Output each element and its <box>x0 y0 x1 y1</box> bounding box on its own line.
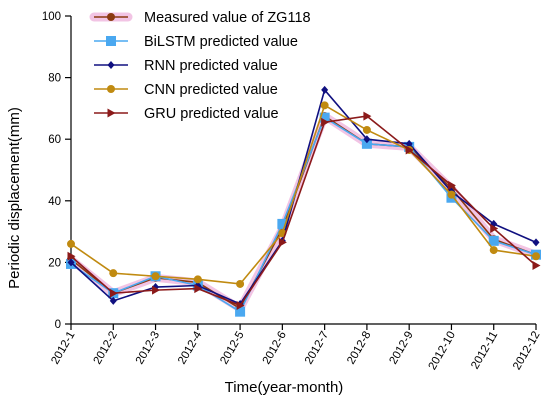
legend-item-5: GRU predicted value <box>94 106 279 122</box>
legend-item-1: Measured value of ZG118 <box>89 10 311 26</box>
legend-label: BiLSTM predicted value <box>144 34 298 50</box>
data-point <box>194 284 203 294</box>
data-point <box>447 180 456 190</box>
y-axis-ticks: 0 20 40 60 80 100 <box>42 11 71 331</box>
x-tick-label: 2012-6 <box>261 330 289 367</box>
legend: Measured value of ZG118 BiLSTM predicted … <box>89 10 311 122</box>
data-point <box>405 139 413 148</box>
x-tick-label: 2012-10 <box>427 330 459 373</box>
y-axis-title: Periodic displacement(mm) <box>6 107 23 289</box>
x-axis-ticks: 2012-1 2012-2 2012-3 2012-4 2012-5 2012-6 2012… <box>49 324 543 373</box>
legend-item-4: CNN predicted value <box>94 82 278 98</box>
legend-marker <box>107 108 116 118</box>
x-tick-label: 2012-5 <box>218 330 246 367</box>
y-tick-label: 20 <box>48 257 61 269</box>
data-point <box>321 85 329 94</box>
data-point <box>532 238 540 247</box>
series-5 <box>67 111 541 311</box>
x-tick-label: 2012-8 <box>345 330 373 367</box>
data-point <box>319 112 330 123</box>
legend-item-2: BiLSTM predicted value <box>94 34 298 50</box>
data-point <box>109 269 118 278</box>
data-point <box>109 296 117 305</box>
x-tick-label: 2012-11 <box>469 330 500 372</box>
series-4 <box>67 101 540 288</box>
data-point <box>447 190 456 199</box>
y-tick-label: 100 <box>42 11 61 23</box>
legend-marker <box>107 13 115 21</box>
data-point <box>532 260 541 270</box>
data-point <box>67 239 75 248</box>
legend-label: GRU predicted value <box>144 106 279 122</box>
y-tick-label: 60 <box>48 134 61 146</box>
data-point <box>109 288 118 298</box>
data-point <box>235 306 246 317</box>
data-point <box>362 125 371 134</box>
data-point <box>67 258 75 267</box>
data-point <box>405 145 414 155</box>
x-tick-label: 2012-4 <box>176 329 205 367</box>
x-tick-label: 2012-2 <box>92 330 120 367</box>
legend-marker <box>107 85 115 93</box>
x-tick-label: 2012-12 <box>511 330 543 373</box>
x-tick-label: 2012-1 <box>49 330 77 367</box>
data-point <box>363 111 372 121</box>
series-layer <box>66 85 541 317</box>
data-point <box>363 135 371 144</box>
series-line <box>70 88 537 305</box>
legend-item-3: RNN predicted value <box>94 58 278 74</box>
legend-label: RNN predicted value <box>144 58 278 74</box>
data-point <box>193 275 202 284</box>
data-point <box>490 224 499 234</box>
data-point <box>321 117 330 127</box>
x-tick-label: 2012-9 <box>387 330 415 367</box>
data-point <box>489 246 498 255</box>
y-tick-label: 0 <box>55 319 61 331</box>
series-line <box>70 115 537 307</box>
x-axis-title: Time(year-month) <box>225 379 344 396</box>
axes <box>70 16 536 325</box>
legend-label: CNN predicted value <box>144 82 278 98</box>
data-point <box>488 235 499 246</box>
data-point <box>236 301 245 311</box>
data-point <box>236 279 245 288</box>
data-point <box>67 251 76 261</box>
data-point <box>361 138 372 149</box>
series-line <box>70 104 537 285</box>
data-point <box>151 272 160 281</box>
y-tick-label: 80 <box>48 73 61 85</box>
legend-marker <box>106 36 116 46</box>
legend-label: Measured value of ZG118 <box>144 10 311 26</box>
data-point <box>532 252 540 261</box>
data-point <box>320 101 329 110</box>
data-point <box>277 218 288 229</box>
data-point <box>278 237 287 247</box>
legend-marker <box>107 61 115 69</box>
x-tick-label: 2012-7 <box>303 330 331 367</box>
y-tick-label: 40 <box>48 196 61 208</box>
x-tick-label: 2012-3 <box>134 330 162 367</box>
data-point <box>152 285 161 295</box>
